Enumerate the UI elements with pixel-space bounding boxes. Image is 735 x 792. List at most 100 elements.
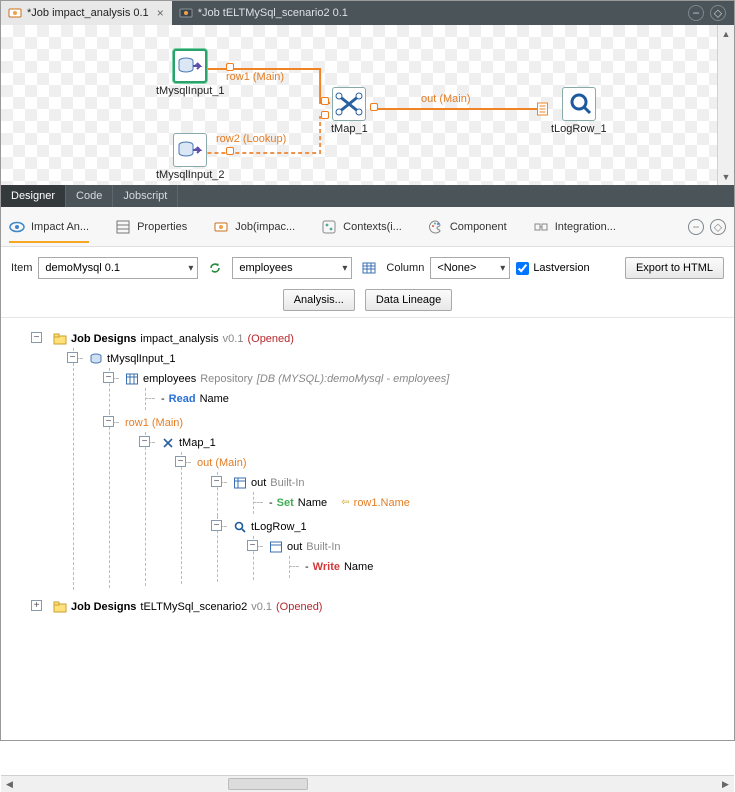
tree-node-out[interactable]: − out (Main) −: [181, 452, 728, 584]
component-label: tLogRow_1: [551, 123, 607, 135]
collapse-icon[interactable]: −: [67, 352, 78, 363]
action-write: Write: [313, 558, 340, 576]
tree-node-write-name[interactable]: - Write Name: [289, 556, 728, 578]
collapse-icon[interactable]: −: [247, 540, 258, 551]
table-combo[interactable]: employees: [232, 257, 352, 279]
tree-node-tlogrow[interactable]: − tLogRow_1: [217, 516, 728, 582]
component-tlogrow[interactable]: tLogRow_1: [551, 87, 607, 135]
scroll-right-icon[interactable]: ▶: [717, 776, 734, 792]
tree-node-jobdesigns1[interactable]: − Job Designs impact_analysis v0.1 (Open…: [37, 328, 728, 592]
column-label: Column: [386, 262, 424, 274]
logrow-icon: [233, 520, 247, 534]
tree-node-tmap[interactable]: − tMap_1: [145, 432, 728, 586]
tree-node-jobdesigns2[interactable]: + Job Designs tELTMySql_scenario2 v0.1 (…: [37, 596, 728, 618]
folder-icon: [53, 600, 67, 614]
combo-value: <None>: [437, 262, 476, 274]
checkbox-label: Lastversion: [533, 262, 589, 274]
tab-job-impact[interactable]: *Job impact_analysis 0.1 ×: [1, 1, 172, 25]
close-icon[interactable]: ×: [157, 6, 164, 20]
tree-hscrollbar[interactable]: ◀ ▶: [1, 775, 734, 792]
node-status: (Opened): [276, 598, 322, 616]
node-name: tELTMySql_scenario2: [140, 598, 247, 616]
impact-toolbar: Item demoMysql 0.1 employees Column <Non…: [1, 247, 734, 318]
tab-label: *Job impact_analysis 0.1: [27, 7, 149, 19]
canvas-vscrollbar[interactable]: ▲ ▼: [717, 25, 734, 185]
panel-tab-label: Properties: [137, 221, 187, 233]
tree-node-out-builtin2[interactable]: − out: [253, 536, 728, 580]
panel-tab-properties[interactable]: Properties: [115, 219, 187, 235]
component-tmysqlinput2[interactable]: tMysqlInput_2: [156, 133, 224, 181]
tabbar-controls: − ⬦: [688, 5, 734, 21]
column-combo[interactable]: <None>: [430, 257, 510, 279]
minimize-icon[interactable]: −: [688, 5, 704, 21]
collapse-icon[interactable]: −: [103, 416, 114, 427]
node-label: Job Designs: [71, 598, 136, 616]
flow-label-row2: row2 (Lookup): [216, 133, 286, 145]
collapse-icon[interactable]: −: [211, 520, 222, 531]
panel-tab-label: Impact An...: [31, 221, 89, 233]
node-repo: Repository: [200, 370, 253, 388]
scroll-left-icon[interactable]: ◀: [1, 776, 18, 792]
tab-code[interactable]: Code: [66, 185, 113, 207]
lastversion-checkbox[interactable]: Lastversion: [516, 262, 589, 275]
collapse-icon[interactable]: −: [103, 372, 114, 383]
panel-minimize-icon[interactable]: −: [688, 219, 704, 235]
expand-icon[interactable]: +: [31, 600, 42, 611]
panel-maximize-icon[interactable]: ⬦: [710, 219, 726, 235]
panel-tab-component[interactable]: Component: [428, 219, 507, 235]
palette-icon: [428, 219, 444, 235]
node-version: v0.1: [223, 330, 244, 348]
node-name: impact_analysis: [140, 330, 218, 348]
folder-icon: [53, 332, 67, 346]
component-tmysqlinput1[interactable]: tMysqlInput_1: [156, 49, 224, 97]
node-status: (Opened): [247, 330, 293, 348]
job-icon: [7, 5, 23, 21]
panel-tab-job[interactable]: Job(impac...: [213, 219, 295, 235]
export-html-button[interactable]: Export to HTML: [625, 257, 724, 279]
scroll-down-icon[interactable]: ▼: [718, 168, 734, 185]
node-label: out (Main): [197, 454, 247, 472]
item-label: Item: [11, 262, 32, 274]
lastversion-input[interactable]: [516, 262, 529, 275]
tab-jobscript[interactable]: Jobscript: [113, 185, 178, 207]
scroll-thumb[interactable]: [228, 778, 308, 790]
panel-tab-label: Component: [450, 221, 507, 233]
node-label: employees: [143, 370, 196, 388]
tab-job-elt[interactable]: *Job tELTMySql_scenario2 0.1: [172, 1, 356, 25]
action-read: Read: [169, 390, 196, 408]
collapse-icon[interactable]: −: [211, 476, 222, 487]
field-name: Name: [298, 494, 327, 512]
collapse-icon[interactable]: −: [175, 456, 186, 467]
tree-node-out-builtin[interactable]: − out Built-In: [217, 472, 728, 516]
node-builtin: Built-In: [270, 474, 304, 492]
scroll-up-icon[interactable]: ▲: [718, 25, 734, 42]
impact-tree[interactable]: − Job Designs impact_analysis v0.1 (Open…: [1, 318, 734, 775]
dash: -: [161, 390, 165, 408]
lower-panel-tabs: Impact An... Properties Job(impac... Con…: [1, 207, 734, 247]
tree-node-tmysqlinput1[interactable]: − tMysqlInput_1 −: [73, 348, 728, 590]
data-lineage-button[interactable]: Data Lineage: [365, 289, 452, 311]
tree-node-employees[interactable]: − employees Repository [DB (MYSQL):demoM…: [109, 368, 728, 412]
job-icon: [178, 5, 194, 21]
node-label: tLogRow_1: [251, 518, 307, 536]
refresh-item-icon[interactable]: [204, 257, 226, 279]
tab-designer[interactable]: Designer: [1, 185, 66, 207]
source-expr: row1.Name: [354, 494, 410, 512]
collapse-icon[interactable]: −: [139, 436, 150, 447]
node-label: out: [287, 538, 302, 556]
panel-tab-integration[interactable]: Integration...: [533, 219, 616, 235]
collapse-icon[interactable]: −: [31, 332, 42, 343]
panel-tab-contexts[interactable]: Contexts(i...: [321, 219, 402, 235]
panel-tab-impact[interactable]: Impact An...: [9, 219, 89, 243]
tree-node-set-name[interactable]: - Set Name ⇦ row1.Name: [253, 492, 728, 514]
dash: -: [305, 558, 309, 576]
maximize-icon[interactable]: ⬦: [710, 5, 726, 21]
node-builtin: Built-In: [306, 538, 340, 556]
analysis-button[interactable]: Analysis...: [283, 289, 355, 311]
item-combo[interactable]: demoMysql 0.1: [38, 257, 198, 279]
tree-node-read-name[interactable]: - Read Name: [145, 388, 728, 410]
component-tmap[interactable]: tMap_1: [331, 87, 368, 135]
design-canvas[interactable]: tMysqlInput_1 tMysqlInput_2 tMap_1 tLogR…: [1, 25, 734, 185]
flow-label-out: out (Main): [421, 93, 471, 105]
tree-node-row1[interactable]: − row1 (Main) −: [109, 412, 728, 588]
